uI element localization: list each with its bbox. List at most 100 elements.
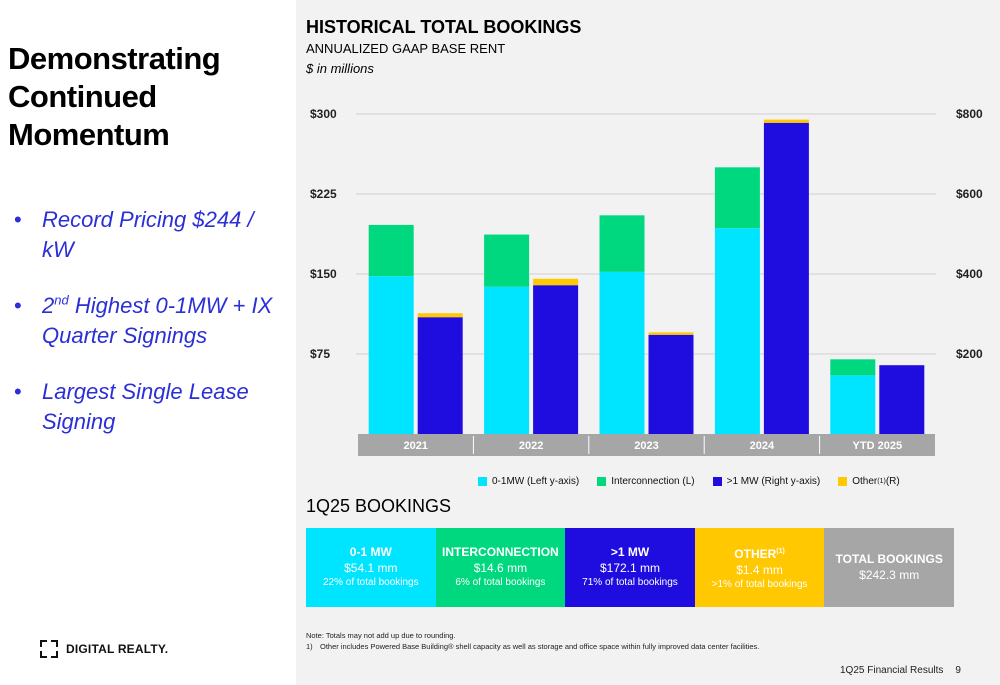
tile-title: 0-1 MW (349, 545, 392, 559)
footer-label: 1Q25 Financial Results (840, 665, 944, 676)
bookings-section-title: 1Q25 BOOKINGS (306, 496, 452, 516)
bar-segment (879, 365, 925, 434)
legend-swatch (712, 477, 722, 486)
left-panel (0, 0, 296, 685)
tile-percent: >1% of total bookings (711, 578, 808, 590)
bullet-item: • 2nd Highest 0-1MW + IX Quarter Signing… (14, 291, 289, 351)
bar-segment (368, 224, 414, 277)
chart-unit: $ in millions (306, 61, 374, 76)
page-footer: 1Q25 Financial Results 9 (840, 665, 961, 676)
legend-label-rest: (R) (885, 476, 900, 487)
bar-segment (533, 285, 579, 434)
headline-line-2: Continued Momentum (8, 79, 170, 152)
footnote-1: 1) Other includes Powered Base Building® … (306, 641, 759, 652)
bookings-bar-chart: $75 $150 $225 $300 $200 $400 $600 $800 2021 2022 2… (310, 107, 983, 456)
legend-swatch (838, 477, 848, 486)
bullet-text: Largest Single Lease Signing (42, 379, 249, 434)
left-axis-tick-label: $300 (310, 107, 337, 121)
bullet-text: 2 (42, 293, 55, 318)
legend-label: 0-1MW (Left y-axis) (492, 476, 580, 487)
left-axis-tick-label: $225 (310, 187, 337, 201)
bullet-dot: • (14, 293, 22, 318)
tile-amount: $242.3 mm (859, 568, 920, 582)
tile-amount: $54.1 mm (344, 561, 398, 575)
bar-segment (763, 122, 809, 435)
legend-item: Interconnection (L) (597, 476, 695, 487)
category-label: 2023 (634, 440, 658, 452)
chart-subtitle: ANNUALIZED GAAP BASE RENT (306, 41, 506, 56)
left-axis-tick-label: $150 (310, 267, 337, 281)
legend-item: Other (1) (R) (838, 476, 900, 487)
tile-percent: 71% of total bookings (582, 577, 678, 588)
headline-line-1: Demonstrating (8, 41, 221, 76)
right-axis-tick-label: $600 (956, 187, 983, 201)
right-axis-tick-label: $200 (956, 347, 983, 361)
tile-amount: $172.1 mm (599, 561, 660, 575)
legend-item: 0-1MW (Left y-axis) (478, 476, 579, 487)
bar-segment (714, 167, 760, 229)
footnote-text: Other includes Powered Base Building® sh… (320, 642, 760, 651)
bar-segment (648, 334, 694, 434)
bar-segment (830, 375, 876, 434)
category-label: 2021 (403, 440, 427, 452)
bar-segment (599, 215, 645, 272)
right-axis-tick-label: $800 (956, 107, 983, 121)
right-axis-tick-label: $400 (956, 267, 983, 281)
category-axis-band (358, 434, 935, 456)
tile-title: OTHER(1) (734, 546, 785, 561)
footnote-index: 1) (306, 642, 313, 651)
footnotes: Note: Totals may not add up due to round… (306, 630, 759, 652)
tile-amount: $14.6 mm (473, 561, 528, 575)
tile-other: OTHER(1) $1.4 mm >1% of total bookings (694, 528, 825, 607)
bullet-list: • Record Pricing $244 / kW • 2nd Highest… (14, 205, 289, 463)
bullet-dot: • (14, 207, 22, 232)
bar-segment (484, 234, 530, 287)
tile-title: TOTAL BOOKINGS (835, 552, 943, 566)
bar-segment (599, 271, 645, 434)
bar-segment (763, 119, 809, 123)
bar-segment (648, 332, 694, 335)
legend-label: Other (852, 476, 878, 487)
bullet-superscript: nd (54, 292, 69, 308)
tile-title: >1 MW (610, 545, 650, 559)
legend-swatch (478, 477, 487, 486)
legend-item: >1 MW (Right y-axis) (712, 476, 821, 487)
category-label: 2024 (750, 440, 775, 452)
digital-realty-logo-icon (40, 640, 58, 658)
chart-title: HISTORICAL TOTAL BOOKINGS (306, 17, 582, 37)
bar-segment (484, 286, 530, 434)
chart-legend: 0-1MW (Left y-axis) Interconnection (L) … (478, 476, 900, 487)
bar-segment (830, 359, 876, 376)
legend-label: Interconnection (L) (611, 476, 695, 487)
bullet-dot: • (14, 379, 22, 404)
page-number: 9 (955, 665, 961, 676)
bullet-text-rest: Highest 0-1MW + IX Quarter Signings (42, 293, 273, 348)
bar-segment (417, 317, 463, 434)
legend-swatch (597, 477, 607, 486)
tile-percent: 6% of total bookings (455, 577, 546, 588)
category-label: YTD 2025 (853, 440, 903, 452)
legend-footnote-marker: (1) (877, 478, 886, 485)
tile-amount: $1.4 mm (736, 562, 783, 577)
page-title: Demonstrating Continued Momentum (8, 40, 298, 154)
bullet-item: • Record Pricing $244 / kW (14, 205, 289, 265)
tile-total-bookings: TOTAL BOOKINGS $242.3 mm (824, 528, 954, 607)
tile-interconnection: INTERCONNECTION $14.6 mm 6% of total boo… (435, 528, 566, 607)
legend-label: >1 MW (Right y-axis) (726, 476, 821, 487)
category-label: 2022 (519, 440, 543, 452)
bar-segment (533, 278, 579, 286)
bar-segment (714, 228, 760, 434)
tile-0-1mw: 0-1 MW $54.1 mm 22% of total bookings (306, 528, 436, 607)
bar-segment (368, 276, 414, 434)
bullet-text: Record Pricing $244 / kW (42, 207, 254, 262)
logo-text: DIGITAL REALTY. (66, 642, 169, 656)
bookings-tiles: 0-1 MW $54.1 mm 22% of total bookings IN… (306, 528, 954, 607)
tile-percent: 22% of total bookings (322, 577, 419, 588)
bar-segment (417, 313, 463, 318)
footnote-note: Note: Totals may not add up due to round… (306, 631, 456, 640)
tile-over-1mw: >1 MW $172.1 mm 71% of total bookings (565, 528, 695, 607)
left-axis-tick-label: $75 (310, 347, 330, 361)
tile-title: INTERCONNECTION (442, 545, 559, 559)
company-logo: DIGITAL REALTY. (40, 638, 168, 660)
bullet-item: • Largest Single Lease Signing (14, 377, 289, 437)
